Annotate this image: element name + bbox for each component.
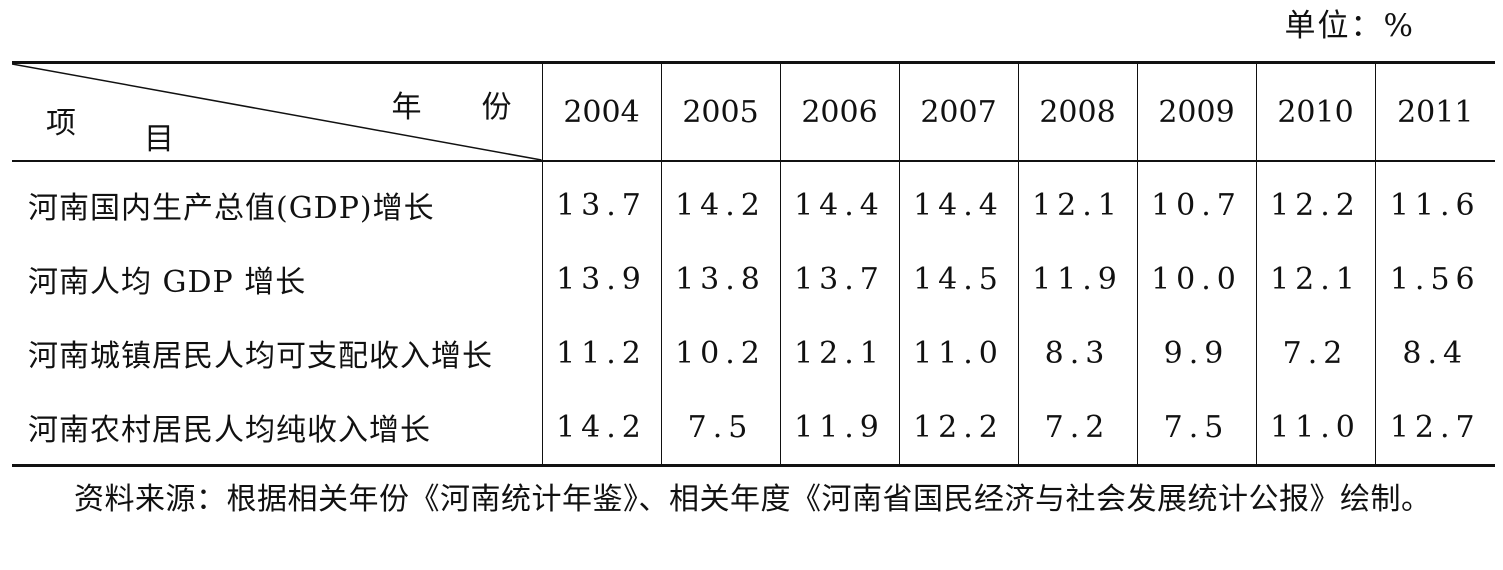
table-cell: 12.1 [779,316,899,390]
corner-header-item-label: 项 目 [40,98,210,158]
table-cell: 8.3 [1017,316,1137,390]
table-cell: 8.4 [1374,316,1495,390]
table-cell: 12.2 [898,390,1018,466]
table-cell: 7.5 [660,390,780,466]
table-cell: 11.9 [779,390,899,466]
row-label: 河南城镇居民人均可支配收入增长 [28,339,493,374]
table-cell: 13.9 [541,242,661,316]
year-header-2011: 2011 [1374,62,1495,161]
data-table: 年份 项 目 2004 2005 2006 2007 2008 2009 201… [12,61,1495,467]
table-cell: 14.5 [898,242,1018,316]
corner-header-item-char-2: 目 [144,122,174,157]
table-cell: 11.0 [1255,390,1375,466]
table-row-per-capita-gdp-growth: 河南人均 GDP 增长 13.9 13.8 13.7 14.5 11.9 10.… [12,242,1495,316]
corner-header-item-char-1: 项 [46,106,76,141]
table-cell: 13.7 [779,242,899,316]
table-cell: 7.2 [1255,316,1375,390]
year-header-2004: 2004 [541,62,661,161]
table-cell: 11.9 [1017,242,1137,316]
table-cell: 12.1 [1255,242,1375,316]
year-header-2006: 2006 [779,62,899,161]
table-cell: 10.0 [1136,242,1256,316]
table-row-rural-income-growth: 河南农村居民人均纯收入增长 14.2 7.5 11.9 12.2 7.2 7.5… [12,390,1495,466]
row-label: 河南国内生产总值(GDP)增长 [28,191,435,226]
row-label: 河南农村居民人均纯收入增长 [28,413,431,448]
table-cell: 1.56 [1374,242,1495,316]
row-label: 河南人均 GDP 增长 [28,265,307,300]
year-header-2008: 2008 [1017,62,1137,161]
table-cell: 14.4 [779,161,899,242]
table-cell: 11.2 [541,316,661,390]
table-cell: 11.6 [1374,161,1495,242]
table-cell: 7.5 [1136,390,1256,466]
table-cell: 12.7 [1374,390,1495,466]
table-cell: 14.2 [541,390,661,466]
corner-header-year-label: 年份 [391,90,572,125]
table-cell: 11.0 [898,316,1018,390]
diagonal-line [12,64,542,160]
table-cell: 9.9 [1136,316,1256,390]
table-cell: 13.8 [660,242,780,316]
table-cell: 12.1 [1017,161,1137,242]
table-cell: 10.2 [660,316,780,390]
table-cell: 13.7 [541,161,661,242]
unit-label: 单位：% [1284,8,1415,44]
year-header-2009: 2009 [1136,62,1256,161]
table-row-urban-income-growth: 河南城镇居民人均可支配收入增长 11.2 10.2 12.1 11.0 8.3 … [12,316,1495,390]
corner-header-cell: 年份 项 目 [12,63,542,162]
year-header-2007: 2007 [898,62,1018,161]
table-cell: 12.2 [1255,161,1375,242]
table-cell: 14.2 [660,161,780,242]
table-cell: 10.7 [1136,161,1256,242]
header-row: 年份 项 目 2004 2005 2006 2007 2008 2009 201… [12,62,1495,162]
year-header-2010: 2010 [1255,62,1375,161]
table-cell: 14.4 [898,161,1018,242]
source-note: 资料来源：根据相关年份《河南统计年鉴》、相关年度《河南省国民经济与社会发展统计公… [74,482,1432,517]
table-row-gdp-growth: 河南国内生产总值(GDP)增长 13.7 14.2 14.4 14.4 12.1… [12,161,1495,242]
year-header-2005: 2005 [660,62,780,161]
table-cell: 7.2 [1017,390,1137,466]
